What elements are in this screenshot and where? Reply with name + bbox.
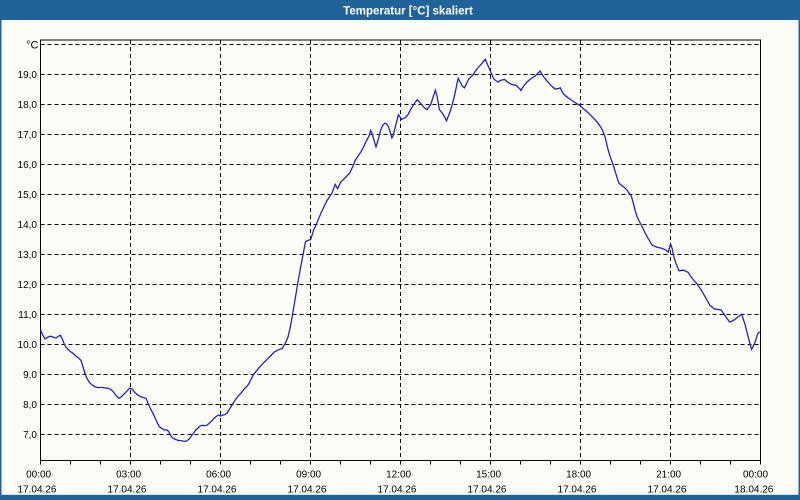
svg-text:15,0: 15,0 xyxy=(18,190,38,201)
svg-text:14,0: 14,0 xyxy=(18,220,38,231)
svg-text:09:00: 09:00 xyxy=(296,469,321,480)
svg-text:16,0: 16,0 xyxy=(18,160,38,171)
svg-text:17.04.26: 17.04.26 xyxy=(468,485,507,496)
svg-text:18,0: 18,0 xyxy=(18,100,38,111)
svg-text:00:00: 00:00 xyxy=(743,469,768,480)
svg-text:11,0: 11,0 xyxy=(18,310,37,321)
svg-text:18:00: 18:00 xyxy=(566,469,591,480)
svg-text:17.04.26: 17.04.26 xyxy=(108,485,147,496)
svg-text:17.04.26: 17.04.26 xyxy=(378,485,417,496)
svg-text:Temperatur [°C] skaliert: Temperatur [°C] skaliert xyxy=(343,6,473,18)
svg-text:00:00: 00:00 xyxy=(26,469,51,480)
svg-text:9,0: 9,0 xyxy=(23,370,37,381)
svg-text:17.04.26: 17.04.26 xyxy=(18,485,57,496)
svg-text:12,0: 12,0 xyxy=(18,280,38,291)
svg-text:06:00: 06:00 xyxy=(206,469,231,480)
svg-text:17.04.26: 17.04.26 xyxy=(648,485,687,496)
svg-text:17.04.26: 17.04.26 xyxy=(198,485,237,496)
svg-text:15:00: 15:00 xyxy=(476,469,501,480)
svg-text:°C: °C xyxy=(26,39,38,51)
svg-text:17,0: 17,0 xyxy=(18,130,38,141)
svg-text:21:00: 21:00 xyxy=(656,469,681,480)
svg-text:17.04.26: 17.04.26 xyxy=(558,485,597,496)
svg-text:7,0: 7,0 xyxy=(23,430,37,441)
svg-text:18.04.26: 18.04.26 xyxy=(734,485,773,496)
svg-text:10,0: 10,0 xyxy=(18,340,38,351)
svg-text:8,0: 8,0 xyxy=(23,400,37,411)
svg-text:03:00: 03:00 xyxy=(116,469,141,480)
svg-text:19,0: 19,0 xyxy=(18,70,38,81)
svg-text:13,0: 13,0 xyxy=(18,250,38,261)
svg-text:12:00: 12:00 xyxy=(386,469,411,480)
svg-text:17.04.26: 17.04.26 xyxy=(288,485,327,496)
